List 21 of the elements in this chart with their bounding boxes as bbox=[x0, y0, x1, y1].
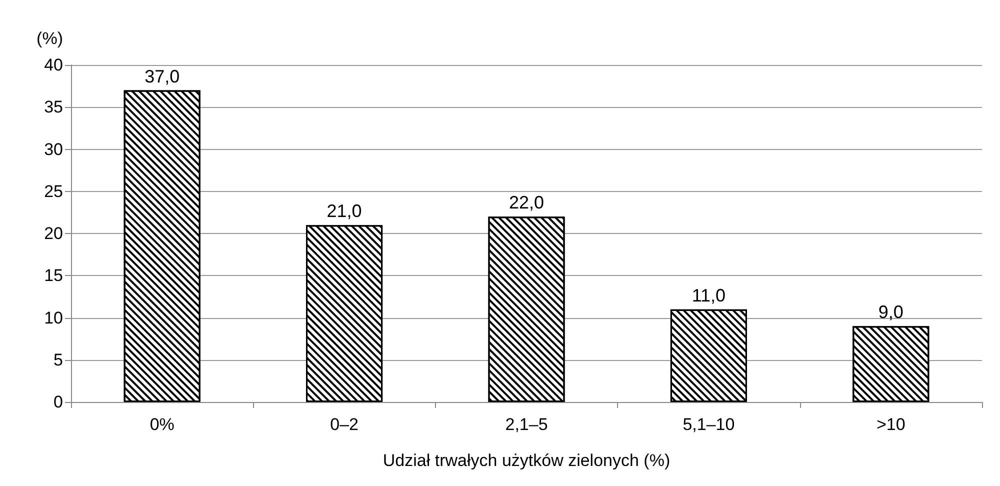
y-tick-label: 20 bbox=[44, 224, 63, 243]
data-label: 22,0 bbox=[508, 192, 544, 213]
data-label: 37,0 bbox=[144, 66, 180, 86]
x-tick-label: 0–2 bbox=[330, 415, 358, 434]
x-tick-label: >10 bbox=[876, 415, 906, 434]
x-axis-title: Udział trwałych użytków zielonych (%) bbox=[382, 451, 670, 470]
y-axis-title: (%) bbox=[36, 29, 63, 48]
y-tick-label: 5 bbox=[54, 350, 63, 370]
y-tick-label: 15 bbox=[44, 266, 63, 286]
y-tick-label: 40 bbox=[44, 56, 63, 74]
y-tick-label: 30 bbox=[44, 140, 63, 159]
y-tick-label: 35 bbox=[44, 98, 63, 117]
y-tick-label: 0 bbox=[54, 392, 63, 412]
x-tick-label: 0% bbox=[150, 415, 174, 434]
data-label: 9,0 bbox=[878, 302, 904, 322]
x-tick-label: 5,1–10 bbox=[682, 415, 735, 434]
data-label: 11,0 bbox=[692, 285, 726, 306]
x-tick-label: 2,1–5 bbox=[505, 415, 548, 434]
data-label: 21,0 bbox=[326, 201, 362, 222]
y-tick-label: 10 bbox=[44, 308, 63, 328]
y-tick-label: 25 bbox=[44, 182, 63, 201]
